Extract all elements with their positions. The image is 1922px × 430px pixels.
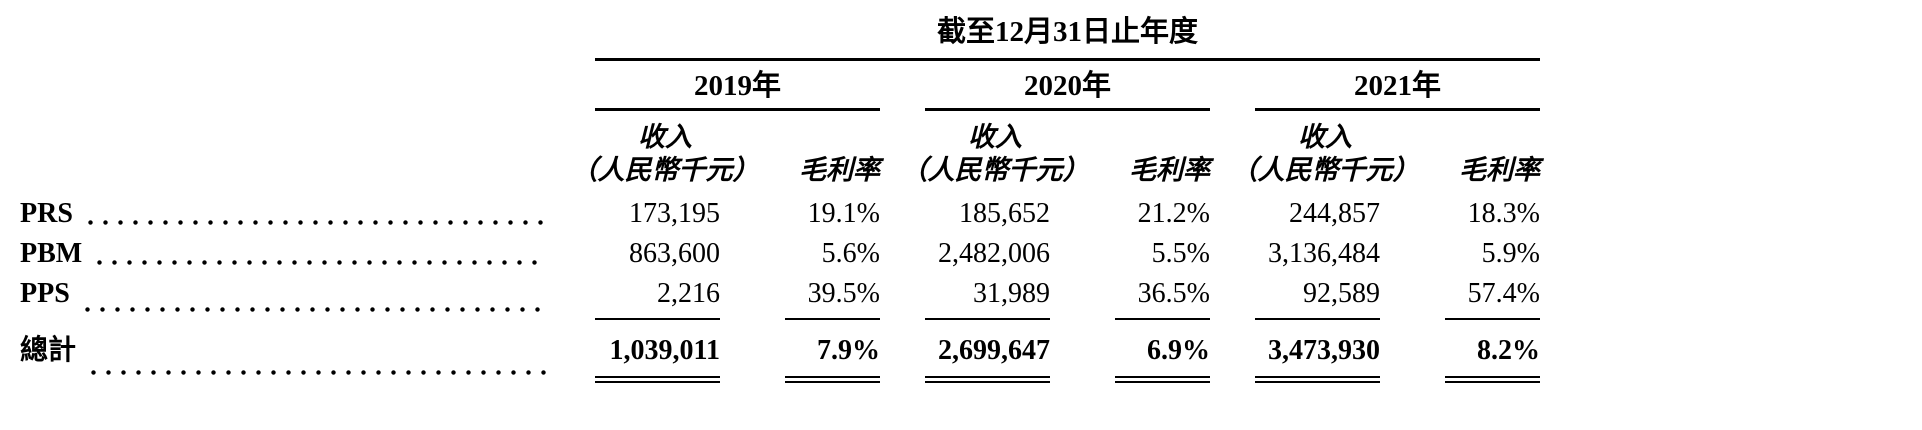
year-header-row: 2019年 2020年 2021年 <box>20 69 1922 111</box>
row-values: 173,195 19.1% 185,652 21.2% 244,857 18.3… <box>550 195 1540 233</box>
year-label-2020: 2020年 <box>925 69 1210 111</box>
row-values: 863,600 5.6% 2,482,006 5.5% 3,136,484 5.… <box>550 235 1540 273</box>
margin-header: 毛利率 <box>799 155 880 185</box>
revenue-header: 收入 （人民幣千元） <box>1220 121 1430 187</box>
revenue-header-line2: （人民幣千元） <box>1230 155 1420 185</box>
row-label-cell: PBM <box>20 235 550 273</box>
margin-value: 5.6% <box>821 238 880 269</box>
year-header-area: 2019年 2020年 2021年 <box>550 69 1540 111</box>
margin-value: 19.1% <box>807 198 880 229</box>
revenue-header: 收入 （人民幣千元） <box>560 121 770 187</box>
column-headers-2020: 收入 （人民幣千元） 毛利率 <box>901 121 1211 187</box>
revenue-value: 244,857 <box>1289 198 1380 229</box>
revenue-value: 92,589 <box>1255 275 1380 320</box>
revenue-value: 185,652 <box>959 198 1050 229</box>
values-2019: 1,039,011 7.9% <box>595 332 880 383</box>
margin-header: 毛利率 <box>1459 155 1540 185</box>
margin-value: 57.4% <box>1445 275 1540 320</box>
revenue-value: 3,136,484 <box>1268 238 1380 269</box>
values-2020: 2,482,006 5.5% <box>925 235 1210 273</box>
revenue-total-value: 1,039,011 <box>595 332 720 383</box>
row-label-cell: PRS <box>20 195 550 233</box>
revenue-value: 2,216 <box>595 275 720 320</box>
column-headers-2019: 收入 （人民幣千元） 毛利率 <box>571 121 881 187</box>
revenue-total-value: 2,699,647 <box>925 332 1050 383</box>
margin-value: 39.5% <box>785 275 880 320</box>
period-header-row: 截至12月31日止年度 <box>20 14 1922 61</box>
margin-value: 36.5% <box>1115 275 1210 320</box>
margin-total-value: 8.2% <box>1445 332 1540 383</box>
revenue-value: 31,989 <box>925 275 1050 320</box>
values-2019: 2,216 39.5% <box>595 275 880 320</box>
values-2021: 244,857 18.3% <box>1255 195 1540 233</box>
revenue-value: 173,195 <box>629 198 720 229</box>
row-label-cell: 總計 <box>20 332 550 383</box>
row-values: 1,039,011 7.9% 2,699,647 6.9% 3,473,930 … <box>550 332 1540 383</box>
row-label-cell: PPS <box>20 275 550 320</box>
label-column-spacer <box>20 14 550 61</box>
revenue-value: 863,600 <box>629 238 720 269</box>
margin-value: 18.3% <box>1467 198 1540 229</box>
values-2021: 3,136,484 5.9% <box>1255 235 1540 273</box>
values-2021: 3,473,930 8.2% <box>1255 332 1540 383</box>
revenue-header: 收入 （人民幣千元） <box>890 121 1100 187</box>
table-row-prs: PRS 173,195 19.1% 185,652 21.2% 244,857 … <box>20 195 1922 233</box>
dot-leader <box>79 307 546 312</box>
revenue-total-value: 3,473,930 <box>1255 332 1380 383</box>
table-row-pps: PPS 2,216 39.5% 31,989 36.5% 92,589 57.4… <box>20 275 1922 320</box>
margin-value: 5.5% <box>1151 238 1210 269</box>
revenue-header-line2: （人民幣千元） <box>900 155 1090 185</box>
row-label: 總計 <box>20 335 77 366</box>
values-2021: 92,589 57.4% <box>1255 275 1540 320</box>
column-header-area: 收入 （人民幣千元） 毛利率 收入 （人民幣千元） 毛利率 收入 （人民幣千元）… <box>550 121 1541 187</box>
values-2019: 863,600 5.6% <box>595 235 880 273</box>
margin-header: 毛利率 <box>1129 155 1210 185</box>
year-label-2021: 2021年 <box>1255 69 1540 111</box>
dot-leader <box>82 220 546 225</box>
dot-leader <box>92 260 546 265</box>
revenue-header-line1: 收入 <box>638 122 692 152</box>
values-2019: 173,195 19.1% <box>595 195 880 233</box>
values-2020: 31,989 36.5% <box>925 275 1210 320</box>
column-header-row: 收入 （人民幣千元） 毛利率 收入 （人民幣千元） 毛利率 收入 （人民幣千元）… <box>20 121 1922 187</box>
row-values: 2,216 39.5% 31,989 36.5% 92,589 57.4% <box>550 275 1540 320</box>
values-2020: 2,699,647 6.9% <box>925 332 1210 383</box>
margin-value: 21.2% <box>1137 198 1210 229</box>
margin-value: 5.9% <box>1481 238 1540 269</box>
margin-total-value: 7.9% <box>785 332 880 383</box>
table-row-total: 總計 1,039,011 7.9% 2,699,647 6.9% 3,473,9… <box>20 332 1922 383</box>
revenue-header-line2: （人民幣千元） <box>570 155 760 185</box>
margin-total-value: 6.9% <box>1115 332 1210 383</box>
revenue-value: 2,482,006 <box>938 238 1050 269</box>
values-2020: 185,652 21.2% <box>925 195 1210 233</box>
row-label: PPS <box>20 278 70 309</box>
year-label-2019: 2019年 <box>595 69 880 111</box>
label-column-spacer <box>20 69 550 111</box>
period-header: 截至12月31日止年度 <box>595 14 1540 61</box>
table-row-pbm: PBM 863,600 5.6% 2,482,006 5.5% 3,136,48… <box>20 235 1922 273</box>
row-label: PBM <box>20 238 83 269</box>
label-column-spacer <box>20 121 550 187</box>
revenue-header-line1: 收入 <box>968 122 1022 152</box>
column-headers-2021: 收入 （人民幣千元） 毛利率 <box>1231 121 1541 187</box>
row-label: PRS <box>20 198 73 229</box>
revenue-header-line1: 收入 <box>1298 122 1352 152</box>
dot-leader <box>86 370 546 375</box>
